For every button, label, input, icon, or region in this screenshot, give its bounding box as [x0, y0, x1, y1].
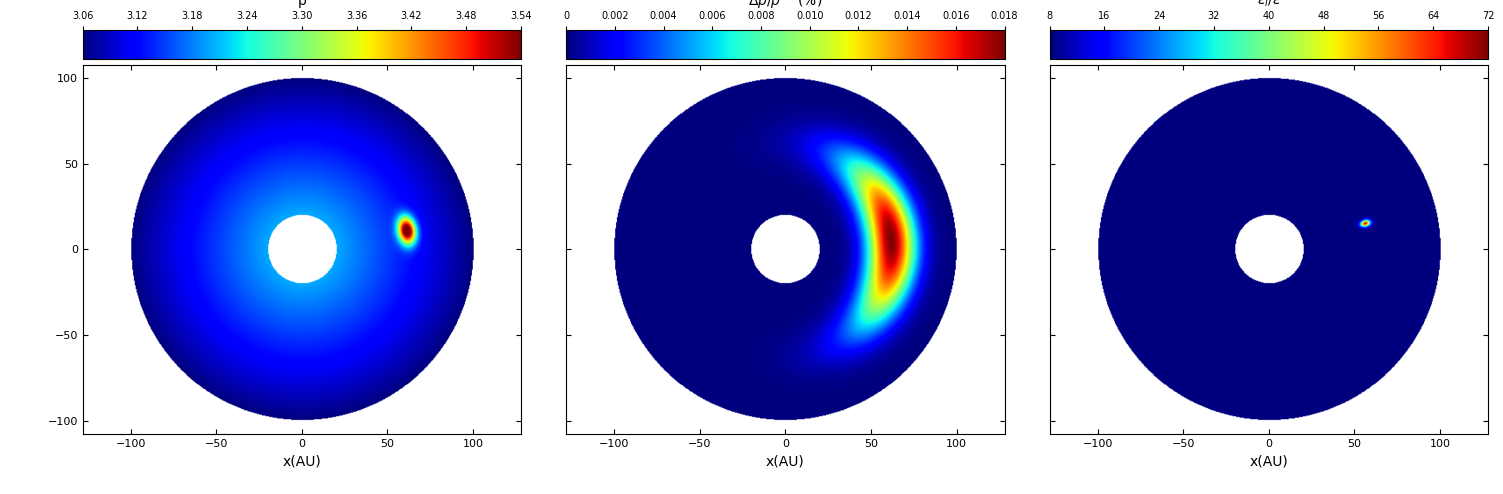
X-axis label: x(AU): x(AU)	[283, 455, 322, 469]
Title: $\epsilon_l/\epsilon$: $\epsilon_l/\epsilon$	[1257, 0, 1281, 9]
Title: p: p	[298, 0, 307, 8]
X-axis label: x(AU): x(AU)	[767, 455, 804, 469]
Title: $\Delta p/p$    (%): $\Delta p/p$ (%)	[748, 0, 822, 10]
X-axis label: x(AU): x(AU)	[1249, 455, 1288, 469]
